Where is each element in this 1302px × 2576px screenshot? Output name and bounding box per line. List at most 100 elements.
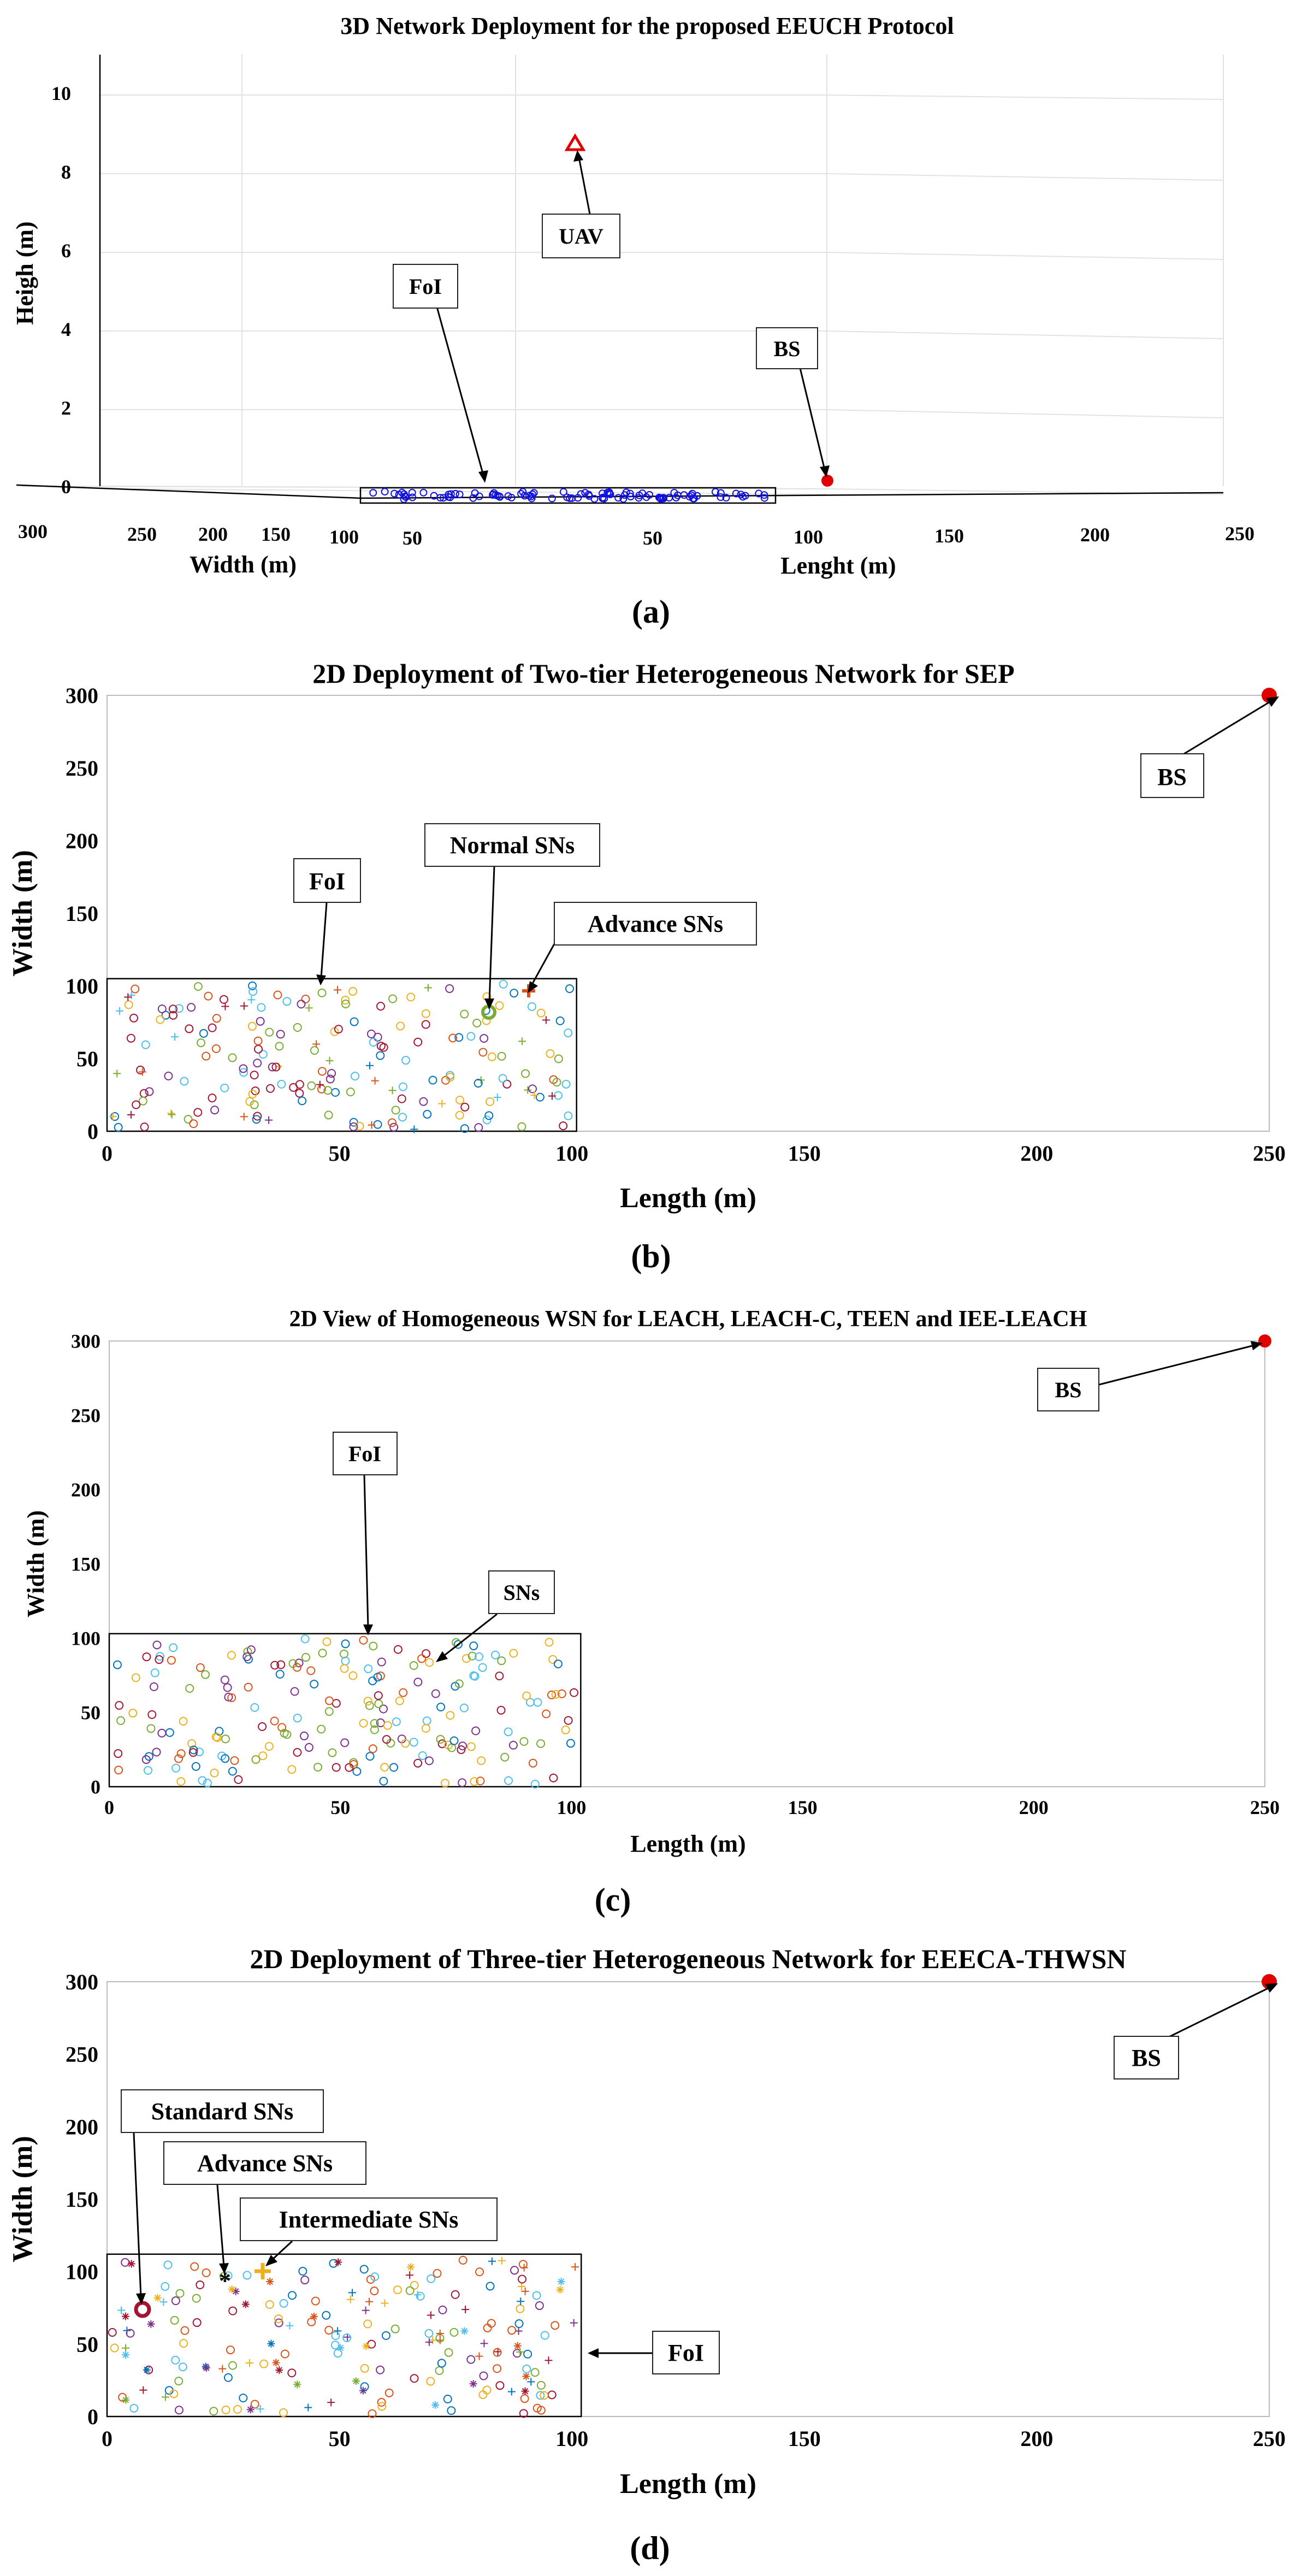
panel-d-title: 2D Deployment of Three-tier Heterogeneou… [250,1943,1127,1974]
panel-b-letter: (b) [631,1238,671,1274]
sensor-node [502,1079,512,1089]
sensor-node [355,1121,364,1131]
sensor-node [368,1121,376,1129]
panel-b-xlabel: Length (m) [620,1183,756,1214]
sensor-node [317,1724,326,1734]
sensor-node [212,1014,221,1023]
sensor-node [169,2389,179,2398]
sensor-node [374,1699,383,1709]
y-tick-100: 100 [66,974,98,999]
panel-d-letter: (d) [630,2530,670,2566]
y-tick-200: 200 [71,1479,100,1501]
x-tick-200: 200 [1020,1141,1053,1166]
sensor-node [310,1680,319,1689]
sensor-node [163,2260,173,2270]
sensor-node [247,996,256,1004]
sensor-node [379,1776,388,1786]
sensor-node [293,1023,302,1032]
x-tick-0: 0 [102,2426,113,2451]
sensor-node [273,990,282,1000]
x-tick-50: 50 [330,1797,350,1818]
sensor-node [460,1102,470,1112]
callout-foi-b: FoI [293,858,361,985]
sensor-node [382,1735,391,1744]
sensor-node [480,1033,489,1043]
x-tick-150: 150 [788,1797,818,1818]
sensor-node [431,2401,440,2409]
sensor-node [441,1076,450,1085]
sensor-node [348,1671,358,1680]
x-tick-0: 0 [102,1141,113,1166]
sensor-node [324,1696,334,1705]
sensor-node [373,1032,382,1042]
sensor-node [482,1115,492,1125]
sensor-node [349,1760,358,1769]
panel-c-callouts: BS FoI SNs [333,1341,1263,1662]
sensor-node [497,1656,506,1665]
sensor-node [131,984,140,994]
sensor-node [416,2291,425,2301]
sensor-node [496,493,504,501]
length-tick-100: 100 [794,526,823,548]
sensor-node [194,1747,204,1757]
sensor-node [202,2364,210,2372]
callout-foi: FoI [393,264,488,483]
sensor-node [246,2359,254,2367]
sensor-node [138,1096,147,1106]
panel-a-ylabel: Lenght (m) [780,552,896,579]
panel-a-grid [21,55,1224,495]
sensor-node [187,1739,197,1748]
sensor-node [124,993,132,1001]
y-tick-50: 50 [76,2332,98,2356]
sensor-node [436,1703,446,1712]
sensor-node [521,1069,530,1078]
sensor-node [410,2374,419,2383]
sensor-node [438,2305,447,2314]
sensor-node [108,2328,117,2337]
sensor-node [398,1082,407,1091]
sensor-node [549,1774,558,1783]
sensor-node [513,2342,522,2350]
panel-c-letter: (c) [595,1882,631,1918]
callout-standard-sns: Standard SNs [121,2089,324,2305]
sensor-node [272,2359,280,2367]
sensor-node [233,2405,242,2414]
z-tick-0: 0 [61,476,71,498]
sensor-node [324,2325,334,2335]
sensor-node [447,2406,456,2415]
length-tick-200: 200 [1080,524,1110,546]
sensor-node [228,1053,237,1062]
sensor-node [395,491,403,499]
sensor-node [391,1106,400,1115]
sensor-node [436,494,445,502]
sensor-node [293,1748,302,1757]
z-tick-6: 6 [61,240,71,262]
sensor-node [455,491,464,499]
width-tick-100: 100 [329,526,359,548]
sensor-node [732,489,740,498]
sensor-node [548,1092,556,1100]
sensor-node [368,2409,377,2418]
sensor-node [240,1113,248,1121]
sensor-node [274,2318,283,2327]
panel-b-sensors [109,979,575,1133]
sensor-node [300,1634,310,1644]
panel-a-xlabel: Width (m) [190,551,297,578]
sensor-node [239,1064,248,1073]
y-tick-300: 300 [71,1331,100,1352]
sensor-node [185,1024,194,1033]
sensor-node [622,488,630,497]
sensor-node [552,1078,561,1087]
sensor-node [116,1716,126,1725]
sensor-node [307,2317,316,2326]
sensor-node [461,2306,470,2314]
sensor-node [248,987,258,996]
sensor-node [381,2331,390,2340]
sensor-node [136,1065,145,1074]
y-tick-250: 250 [66,2042,98,2067]
sensor-node [228,2361,237,2370]
sensor-node [370,2287,379,2296]
sensor-node [292,1663,301,1672]
sensor-node [504,1727,513,1736]
sensor-node [519,1737,529,1746]
